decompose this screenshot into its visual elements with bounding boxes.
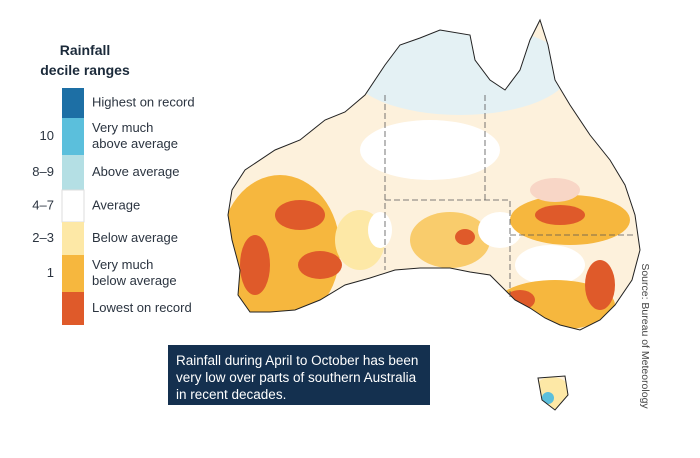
legend-decile: 8–9 xyxy=(32,164,54,179)
legend-label: Very much xyxy=(92,120,153,135)
legend-swatch xyxy=(62,155,84,190)
legend-label: Lowest on record xyxy=(92,300,192,315)
legend-label: Very much xyxy=(92,257,153,272)
legend-decile: 4–7 xyxy=(32,197,54,212)
legend-label: Above average xyxy=(92,164,179,179)
state-borders xyxy=(384,95,635,300)
legend-swatch xyxy=(62,292,84,325)
legend-title-line: Rainfall xyxy=(59,42,111,58)
legend-swatch xyxy=(62,88,84,118)
legend-swatch xyxy=(62,118,84,155)
legend-label: below average xyxy=(92,273,177,288)
legend-swatch xyxy=(62,222,84,255)
legend-label: Highest on record xyxy=(92,94,195,109)
legend-label: Below average xyxy=(92,230,178,245)
legend-label: Average xyxy=(92,197,140,212)
legend-title: Rainfall decile ranges xyxy=(30,40,140,80)
coastline xyxy=(227,18,641,411)
source: Source: Bureau of Meteorology xyxy=(639,263,651,409)
legend-swatch xyxy=(62,255,84,292)
legend-decile: 1 xyxy=(47,265,54,280)
legend-decile: 10 xyxy=(40,128,54,143)
legend-swatch xyxy=(61,189,85,223)
legend-label: above average xyxy=(92,136,178,151)
caption: Rainfall during April to October has bee… xyxy=(168,345,430,405)
legend-title-line: decile ranges xyxy=(40,62,130,78)
legend-decile: 2–3 xyxy=(32,230,54,245)
